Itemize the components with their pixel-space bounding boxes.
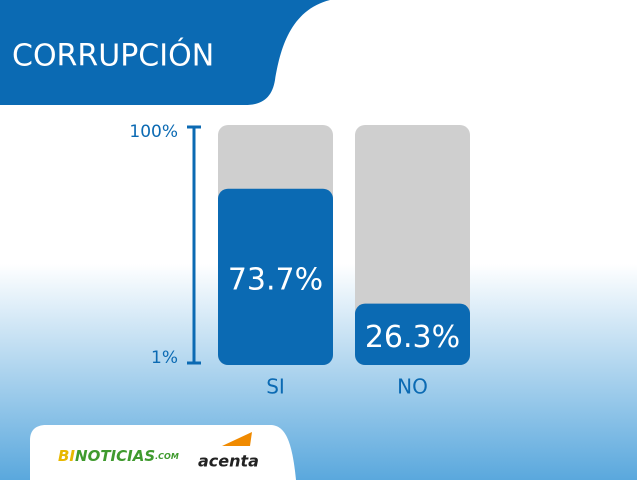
chart-title: CORRUPCIÓN (12, 37, 214, 74)
x-tick-label: SI (266, 375, 285, 399)
value-label: 26.3% (365, 320, 460, 355)
x-tick-label: NO (397, 375, 428, 399)
footer-panel (30, 425, 296, 480)
brand-logo: BINOTICIAS.COM (58, 447, 179, 465)
bar (355, 303, 470, 365)
y-tick-label: 100% (129, 122, 178, 142)
brand-icon (222, 432, 252, 446)
value-label: 73.7% (228, 262, 323, 297)
brand-logo: acenta (198, 452, 259, 471)
title-banner (0, 0, 330, 105)
bar (218, 188, 333, 365)
y-tick-label: 1% (151, 348, 178, 368)
